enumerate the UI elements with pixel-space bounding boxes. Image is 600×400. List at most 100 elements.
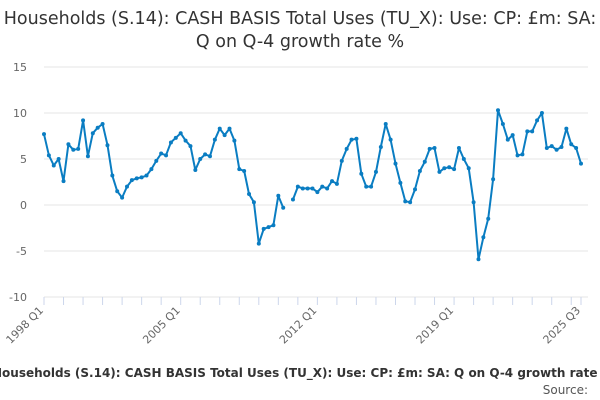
data-point[interactable] xyxy=(544,145,549,150)
data-point[interactable] xyxy=(574,145,579,150)
data-point[interactable] xyxy=(227,126,232,131)
data-point[interactable] xyxy=(266,225,271,230)
data-point[interactable] xyxy=(56,157,61,161)
data-point[interactable] xyxy=(261,226,266,231)
data-point[interactable] xyxy=(212,137,217,142)
data-point[interactable] xyxy=(422,159,427,164)
data-point[interactable] xyxy=(178,131,183,136)
data-point[interactable] xyxy=(90,131,95,136)
data-point[interactable] xyxy=(476,257,481,262)
data-point[interactable] xyxy=(271,223,276,228)
data-point[interactable] xyxy=(198,157,203,161)
data-point[interactable] xyxy=(461,157,466,161)
data-point[interactable] xyxy=(149,167,154,172)
data-point[interactable] xyxy=(95,125,100,130)
data-point[interactable] xyxy=(51,163,56,168)
data-point[interactable] xyxy=(173,135,178,140)
data-point[interactable] xyxy=(183,138,188,143)
data-point[interactable] xyxy=(359,171,364,176)
data-point[interactable] xyxy=(520,152,525,157)
data-point[interactable] xyxy=(154,158,159,163)
data-point[interactable] xyxy=(481,235,486,240)
data-point[interactable] xyxy=(85,154,90,159)
data-point[interactable] xyxy=(276,193,281,198)
data-point[interactable] xyxy=(61,179,66,184)
data-point[interactable] xyxy=(193,168,198,173)
data-point[interactable] xyxy=(539,111,544,115)
data-point[interactable] xyxy=(124,184,129,189)
data-point[interactable] xyxy=(203,152,208,157)
data-point[interactable] xyxy=(242,168,247,173)
data-point[interactable] xyxy=(369,184,374,189)
data-point[interactable] xyxy=(105,143,110,148)
data-point[interactable] xyxy=(505,137,510,142)
data-point[interactable] xyxy=(447,165,452,170)
data-point[interactable] xyxy=(579,161,583,166)
data-point[interactable] xyxy=(159,151,164,156)
data-point[interactable] xyxy=(437,169,442,174)
data-point[interactable] xyxy=(510,133,515,138)
data-point[interactable] xyxy=(530,129,535,134)
data-point[interactable] xyxy=(525,129,530,134)
data-point[interactable] xyxy=(344,146,349,151)
data-point[interactable] xyxy=(115,189,120,194)
data-point[interactable] xyxy=(100,122,105,127)
data-point[interactable] xyxy=(398,180,403,185)
data-point[interactable] xyxy=(46,153,51,158)
data-point[interactable] xyxy=(315,190,320,195)
data-point[interactable] xyxy=(413,187,418,192)
data-point[interactable] xyxy=(403,199,408,204)
data-point[interactable] xyxy=(471,200,476,205)
data-point[interactable] xyxy=(427,146,432,151)
data-point[interactable] xyxy=(251,200,256,205)
data-point[interactable] xyxy=(300,186,305,191)
data-point[interactable] xyxy=(491,177,496,182)
data-point[interactable] xyxy=(325,186,330,191)
data-point[interactable] xyxy=(486,216,491,221)
data-point[interactable] xyxy=(554,147,559,152)
data-point[interactable] xyxy=(144,173,149,178)
data-point[interactable] xyxy=(42,132,46,137)
data-point[interactable] xyxy=(81,118,86,123)
data-point[interactable] xyxy=(237,167,242,172)
data-point[interactable] xyxy=(320,184,325,189)
data-point[interactable] xyxy=(168,140,173,145)
data-point[interactable] xyxy=(207,154,212,159)
data-point[interactable] xyxy=(66,142,71,147)
data-point[interactable] xyxy=(310,186,315,191)
data-point[interactable] xyxy=(334,181,339,186)
data-point[interactable] xyxy=(408,200,413,205)
data-point[interactable] xyxy=(564,126,569,131)
data-point[interactable] xyxy=(217,126,222,131)
data-point[interactable] xyxy=(354,136,359,141)
data-point[interactable] xyxy=(232,138,237,143)
data-point[interactable] xyxy=(388,137,393,142)
data-point[interactable] xyxy=(373,169,378,174)
data-point[interactable] xyxy=(549,144,554,149)
data-point[interactable] xyxy=(466,166,471,171)
data-point[interactable] xyxy=(496,108,501,113)
data-point[interactable] xyxy=(188,144,193,149)
data-point[interactable] xyxy=(364,184,369,189)
data-point[interactable] xyxy=(330,179,335,184)
data-point[interactable] xyxy=(110,173,115,178)
data-point[interactable] xyxy=(393,161,398,166)
data-point[interactable] xyxy=(247,191,252,196)
data-point[interactable] xyxy=(432,145,437,150)
data-point[interactable] xyxy=(456,145,461,150)
data-point[interactable] xyxy=(378,145,383,150)
data-point[interactable] xyxy=(452,167,457,172)
data-point[interactable] xyxy=(500,122,505,127)
data-point[interactable] xyxy=(535,118,540,123)
data-point[interactable] xyxy=(417,168,422,173)
data-point[interactable] xyxy=(71,147,76,152)
data-point[interactable] xyxy=(339,158,344,163)
data-point[interactable] xyxy=(281,205,286,210)
data-point[interactable] xyxy=(256,241,261,246)
data-point[interactable] xyxy=(76,146,81,151)
data-point[interactable] xyxy=(134,176,139,181)
data-point[interactable] xyxy=(349,137,354,142)
data-point[interactable] xyxy=(120,195,125,200)
data-point[interactable] xyxy=(164,153,169,158)
data-point[interactable] xyxy=(559,145,564,150)
